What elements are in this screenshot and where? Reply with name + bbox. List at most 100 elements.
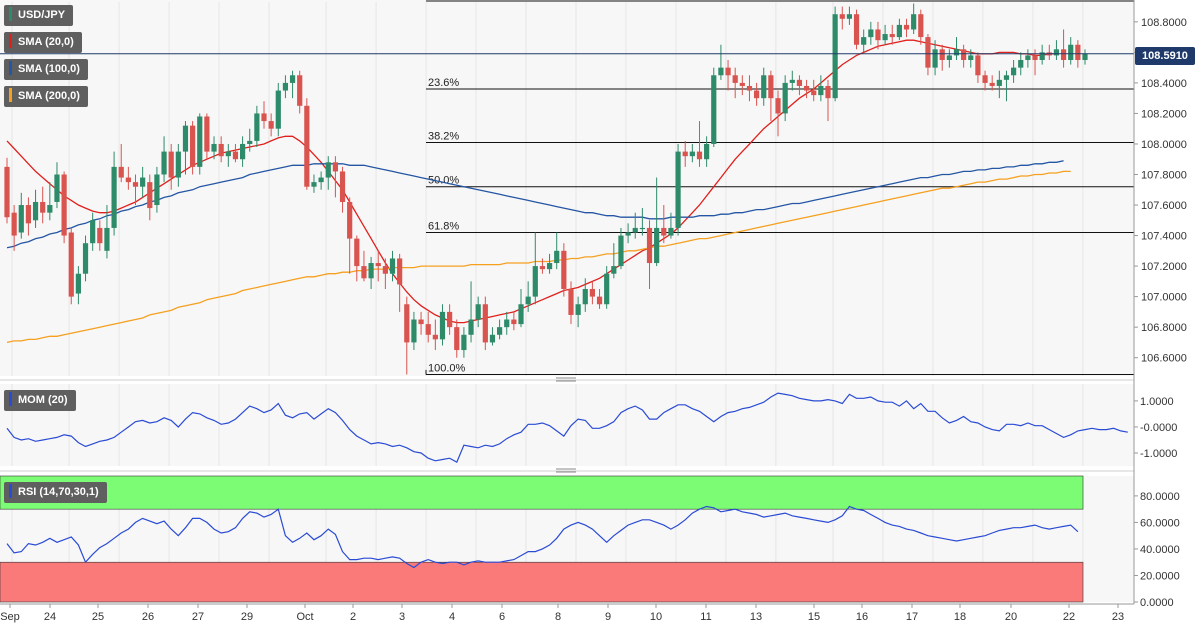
candle-body — [339, 171, 346, 202]
candle-body — [953, 49, 960, 56]
rsi-tick-label: 40.0000 — [1140, 544, 1180, 556]
symbol-label[interactable]: USD/JPY — [4, 5, 74, 26]
candle-body — [839, 14, 845, 19]
price-tick-label: 108.4000 — [1141, 78, 1187, 90]
candles — [4, 3, 1088, 375]
candle-body — [104, 227, 110, 251]
resize-handle[interactable] — [556, 468, 576, 473]
candle-body — [132, 182, 139, 187]
indicator-lines — [0, 53, 1134, 569]
candle-body — [846, 14, 853, 19]
candle-body — [689, 151, 695, 157]
candle-body — [47, 205, 53, 213]
candle-body — [625, 232, 631, 236]
price-tick-label: 107.6000 — [1141, 200, 1187, 212]
date-tick-label: 29 — [241, 611, 253, 623]
price-tick-label: 106.8000 — [1141, 322, 1187, 334]
sma-lines — [6, 39, 1071, 344]
price-tick-label: 107.8000 — [1141, 169, 1187, 181]
candle-body — [125, 177, 131, 183]
candle-body — [347, 201, 353, 239]
candle-body — [925, 37, 931, 68]
candle-body — [225, 151, 231, 157]
candle-body — [668, 227, 674, 236]
candle-body — [161, 151, 167, 175]
candle-body — [175, 151, 181, 178]
candle-body — [1068, 44, 1074, 61]
candle-body — [4, 166, 10, 218]
candle-body — [18, 205, 24, 233]
rsi-overbought-zone — [0, 475, 1084, 510]
date-tick-label: 8 — [555, 611, 561, 623]
date-tick-label: 15 — [808, 611, 820, 623]
price-tick-label: 107.2000 — [1141, 261, 1187, 273]
candle-body — [1003, 75, 1010, 80]
price-tick-label: 108.0000 — [1141, 139, 1187, 151]
candle-body — [68, 232, 74, 297]
candle-body — [675, 151, 681, 228]
candle-body — [511, 319, 517, 325]
mom-panel[interactable] — [0, 384, 1134, 466]
candle-body — [1032, 55, 1038, 61]
candle-body — [32, 201, 39, 221]
candle-body — [90, 220, 96, 244]
candle-body — [140, 177, 146, 187]
candle-body — [232, 151, 239, 160]
rsi-tick-label: 0.0000 — [1140, 597, 1174, 609]
rsi-tick-label: 20.0000 — [1140, 570, 1180, 582]
candle-body — [289, 75, 296, 83]
candle-body — [554, 250, 560, 264]
date-tick-label: 22 — [1063, 611, 1075, 623]
candle-body — [639, 227, 645, 230]
candle-body — [1060, 49, 1067, 61]
rsi-swatch — [9, 484, 12, 499]
date-tick-label: 2 — [350, 611, 356, 623]
candle-body — [1075, 44, 1081, 61]
candle-body — [754, 90, 760, 99]
candle-body — [853, 14, 860, 45]
date-tick-label: 17 — [906, 611, 918, 623]
candle-body — [97, 227, 103, 244]
candle-body — [611, 266, 617, 274]
date-tick-label: 27 — [192, 611, 204, 623]
candle-body — [425, 324, 431, 335]
mom-tick-label: -1.0000 — [1140, 448, 1177, 460]
mom-swatch — [9, 392, 12, 407]
date-tick-label: 16 — [856, 611, 868, 623]
candle-body — [796, 79, 803, 86]
rsi-tick-label: 60.0000 — [1140, 517, 1180, 529]
candle-body — [111, 166, 117, 228]
rsi-text: RSI (14,70,30,1) — [18, 486, 99, 498]
candle-body — [261, 113, 267, 122]
sma100-legend[interactable]: SMA (100,0) — [4, 59, 88, 80]
fibonacci-levels: 23.6%38.2%50.0%61.8%100.0% — [425, 0, 1134, 375]
date-tick-label: 10 — [650, 611, 662, 623]
candle-body — [932, 49, 938, 68]
candle-body — [618, 235, 624, 267]
mom-legend[interactable]: MOM (20) — [4, 390, 76, 411]
mom-text: MOM (20) — [18, 394, 68, 406]
fib-level-label: 23.6% — [428, 77, 459, 89]
date-tick-label: 3 — [399, 611, 405, 623]
sma200-legend[interactable]: SMA (200,0) — [4, 86, 88, 107]
candle-body — [575, 304, 581, 315]
rsi-zones — [0, 475, 1084, 603]
rsi-legend[interactable]: RSI (14,70,30,1) — [4, 482, 107, 503]
candle-body — [454, 327, 460, 351]
candle-body — [568, 288, 574, 315]
momentum-line — [6, 392, 1128, 463]
candle-body — [389, 258, 396, 274]
fib-level-label: 38.2% — [428, 130, 459, 142]
candle-body — [661, 227, 667, 236]
sma20-legend[interactable]: SMA (20,0) — [4, 32, 82, 53]
resize-handle[interactable] — [556, 377, 576, 382]
date-tick-label: 23 — [1112, 611, 1124, 623]
candle-body — [868, 29, 874, 38]
candle-body — [604, 273, 610, 305]
candle-body — [996, 79, 1002, 86]
candle-body — [475, 304, 481, 320]
candle-body — [982, 75, 988, 83]
x-axis: Sep 24 25 26 27 29 Oct 2 3 4 6 8 9 10 11 13 15 16 17 18 20 22… — [0, 603, 1134, 623]
candle-body — [268, 121, 274, 129]
